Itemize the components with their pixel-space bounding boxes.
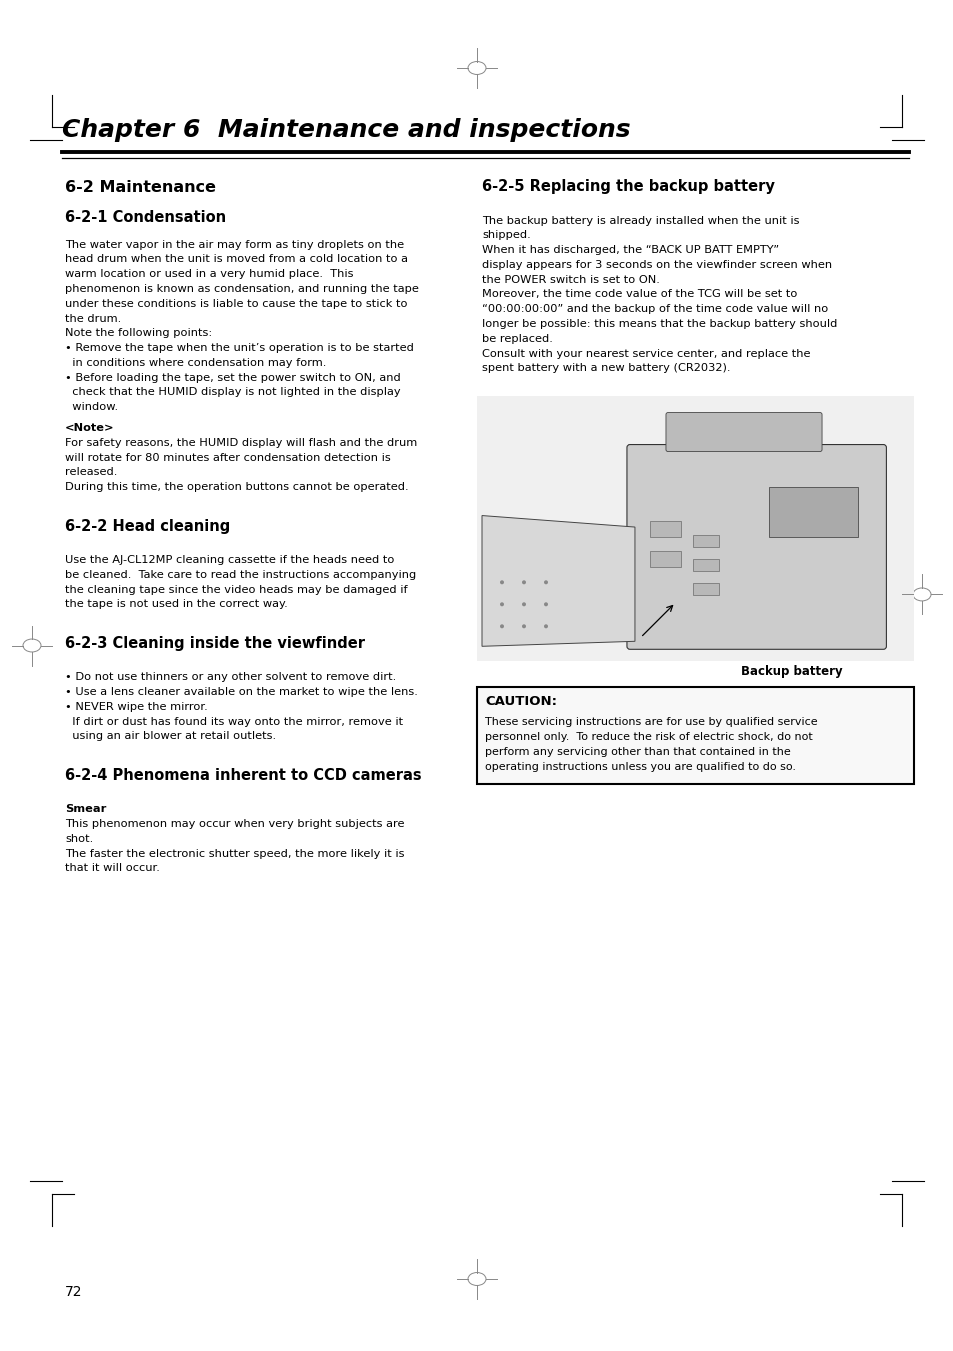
Text: be replaced.: be replaced. [481,334,553,345]
Text: 72: 72 [65,1285,82,1300]
FancyBboxPatch shape [626,444,885,650]
Text: CAUTION:: CAUTION: [484,696,557,708]
Ellipse shape [521,603,525,607]
Bar [476,688,913,785]
Text: 6-2-5 Replacing the backup battery: 6-2-5 Replacing the backup battery [481,180,774,195]
Ellipse shape [543,603,547,607]
Text: Consult with your nearest service center, and replace the: Consult with your nearest service center… [481,349,810,359]
Text: If dirt or dust has found its way onto the mirror, remove it: If dirt or dust has found its way onto t… [65,716,403,727]
Text: 6-2-4 Phenomena inherent to CCD cameras: 6-2-4 Phenomena inherent to CCD cameras [65,769,421,784]
Text: • NEVER wipe the mirror.: • NEVER wipe the mirror. [65,703,208,712]
Text: that it will occur.: that it will occur. [65,863,160,874]
Text: be cleaned.  Take care to read the instructions accompanying: be cleaned. Take care to read the instru… [65,570,416,580]
Text: Moreover, the time code value of the TCG will be set to: Moreover, the time code value of the TCG… [481,289,797,300]
Text: 6-2-2 Head cleaning: 6-2-2 Head cleaning [65,519,230,534]
Text: Backup battery: Backup battery [740,665,841,678]
Text: window.: window. [65,403,118,412]
Text: Chapter 6  Maintenance and inspections: Chapter 6 Maintenance and inspections [62,118,630,142]
FancyBboxPatch shape [665,412,821,451]
Text: 6-2-3 Cleaning inside the viewfinder: 6-2-3 Cleaning inside the viewfinder [65,636,365,651]
Text: longer be possible: this means that the backup battery should: longer be possible: this means that the … [481,319,837,330]
Text: 6-2-1 Condensation: 6-2-1 Condensation [65,209,226,224]
Text: the tape is not used in the correct way.: the tape is not used in the correct way. [65,600,288,609]
Text: head drum when the unit is moved from a cold location to a: head drum when the unit is moved from a … [65,254,408,265]
Text: Note the following points:: Note the following points: [65,328,212,338]
Text: phenomenon is known as condensation, and running the tape: phenomenon is known as condensation, and… [65,284,418,295]
Text: in conditions where condensation may form.: in conditions where condensation may for… [65,358,326,367]
Text: <Note>: <Note> [65,423,114,434]
Bar [650,521,679,536]
Text: warm location or used in a very humid place.  This: warm location or used in a very humid pl… [65,269,354,280]
Text: released.: released. [65,467,117,477]
Ellipse shape [521,581,525,584]
Text: The backup battery is already installed when the unit is: The backup battery is already installed … [481,216,799,226]
Text: The faster the electronic shutter speed, the more likely it is: The faster the electronic shutter speed,… [65,848,404,859]
Text: perform any servicing other than that contained in the: perform any servicing other than that co… [484,747,790,757]
Bar [768,488,857,536]
Text: These servicing instructions are for use by qualified service: These servicing instructions are for use… [484,717,817,727]
Text: • Before loading the tape, set the power switch to ON, and: • Before loading the tape, set the power… [65,373,400,382]
Bar [650,551,679,567]
Bar [693,535,718,547]
Text: the drum.: the drum. [65,313,121,323]
Text: • Do not use thinners or any other solvent to remove dirt.: • Do not use thinners or any other solve… [65,673,395,682]
Ellipse shape [543,624,547,628]
Text: • Use a lens cleaner available on the market to wipe the lens.: • Use a lens cleaner available on the ma… [65,688,417,697]
Polygon shape [481,516,635,646]
Text: will rotate for 80 minutes after condensation detection is: will rotate for 80 minutes after condens… [65,453,391,462]
Ellipse shape [521,624,525,628]
Ellipse shape [499,603,503,607]
Text: the POWER switch is set to ON.: the POWER switch is set to ON. [481,274,659,285]
Text: The water vapor in the air may form as tiny droplets on the: The water vapor in the air may form as t… [65,239,404,250]
Text: During this time, the operation buttons cannot be operated.: During this time, the operation buttons … [65,482,408,492]
Bar [693,582,718,594]
Text: “00:00:00:00” and the backup of the time code value will no: “00:00:00:00” and the backup of the time… [481,304,827,315]
Text: spent battery with a new battery (CR2032).: spent battery with a new battery (CR2032… [481,363,730,373]
Ellipse shape [499,624,503,628]
Text: • Remove the tape when the unit’s operation is to be started: • Remove the tape when the unit’s operat… [65,343,414,353]
Text: shipped.: shipped. [481,230,530,240]
Text: Smear: Smear [65,804,107,815]
Text: display appears for 3 seconds on the viewfinder screen when: display appears for 3 seconds on the vie… [481,259,831,270]
Text: 6-2 Maintenance: 6-2 Maintenance [65,180,215,195]
Text: the cleaning tape since the video heads may be damaged if: the cleaning tape since the video heads … [65,585,407,594]
Text: For safety reasons, the HUMID display will flash and the drum: For safety reasons, the HUMID display wi… [65,438,416,449]
Text: check that the HUMID display is not lighted in the display: check that the HUMID display is not ligh… [65,388,400,397]
Text: under these conditions is liable to cause the tape to stick to: under these conditions is liable to caus… [65,299,407,308]
Ellipse shape [543,581,547,584]
Text: This phenomenon may occur when very bright subjects are: This phenomenon may occur when very brig… [65,819,404,830]
Text: Use the AJ-CL12MP cleaning cassette if the heads need to: Use the AJ-CL12MP cleaning cassette if t… [65,555,394,565]
Text: operating instructions unless you are qualified to do so.: operating instructions unless you are qu… [484,762,795,771]
Text: shot.: shot. [65,834,93,844]
Ellipse shape [499,581,503,584]
Bar [693,559,718,570]
Text: When it has discharged, the “BACK UP BATT EMPTY”: When it has discharged, the “BACK UP BAT… [481,245,779,255]
Text: using an air blower at retail outlets.: using an air blower at retail outlets. [65,731,275,742]
Bar [476,396,913,661]
Text: personnel only.  To reduce the risk of electric shock, do not: personnel only. To reduce the risk of el… [484,732,812,742]
